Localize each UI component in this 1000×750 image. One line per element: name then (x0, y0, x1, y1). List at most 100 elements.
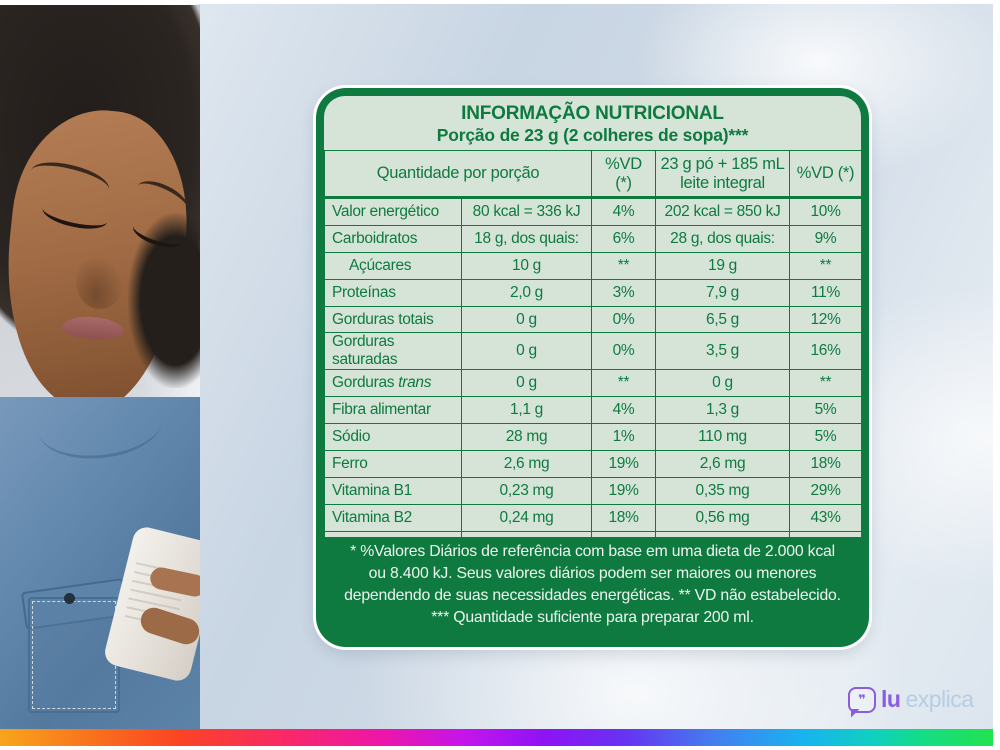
nutrient-label-cell: Proteínas (324, 278, 462, 307)
top-white-margin (196, 0, 1000, 4)
col-header-prepared-line1: 23 g pó + 185 mL (660, 155, 785, 174)
vd-prepared-cell: ** (789, 369, 861, 398)
footnote-line: *** Quantidade suficiente para preparar … (431, 609, 754, 626)
footnote: * %Valores Diários de referência com bas… (330, 541, 855, 629)
prepared-quantity-cell: 19 g (655, 251, 790, 280)
logo-text-explica: explica (905, 686, 974, 712)
quantity-per-portion-cell: 18 g, dos quais: (461, 224, 592, 253)
quantity-per-portion-cell: 10 g (461, 251, 592, 280)
table-row: Carboidratos 18 g, dos quais: 6% 28 g, d… (324, 224, 861, 253)
vd-portion-cell: 4% (591, 197, 656, 226)
prepared-quantity-cell: 28 g, dos quais: (655, 224, 790, 253)
nutrient-label-cell: Carboidratos (324, 224, 462, 253)
col-header-vd-portion: %VD (*) (591, 150, 656, 199)
quantity-per-portion-cell: 2,0 g (461, 278, 592, 307)
pocket-button (64, 593, 75, 604)
table-header-row: Quantidade por porção %VD (*) 23 g pó + … (324, 150, 861, 199)
table-subtitle: Porção de 23 g (2 colheres de sopa)*** (436, 125, 749, 145)
prepared-quantity-cell: 110 mg (655, 423, 790, 452)
nutrient-label-cell: Açúcares (324, 251, 462, 280)
vd-prepared-cell: 16% (789, 332, 861, 371)
col-header-quantity: Quantidade por porção (324, 150, 592, 199)
vd-portion-cell: 0% (591, 332, 656, 371)
vd-portion-cell: 18% (591, 530, 656, 537)
nutrition-table: Quantidade por porção %VD (*) 23 g pó + … (324, 150, 861, 537)
vd-prepared-cell: 9% (789, 224, 861, 253)
col-header-prepared: 23 g pó + 185 mL leite integral (655, 150, 790, 199)
table-row: Gorduras trans 0 g ** 0 g ** (324, 369, 861, 398)
right-white-margin (993, 0, 1000, 750)
vd-prepared-cell: 12% (789, 305, 861, 334)
vd-prepared-cell: 18% (789, 450, 861, 479)
nutrient-label-cell: Valor energético (324, 197, 462, 226)
table-heading: INFORMAÇÃO NUTRICIONAL Porção de 23 g (2… (324, 96, 861, 146)
speech-bubble-quote-icon: ❞ (848, 686, 876, 713)
vd-portion-cell: ** (591, 251, 656, 280)
vd-prepared-cell: 10% (789, 197, 861, 226)
table-row: Valor energético 80 kcal = 336 kJ 4% 202… (324, 197, 861, 226)
hair-curl-shape (128, 213, 200, 388)
quantity-per-portion-cell: 28 mg (461, 423, 592, 452)
vd-portion-cell: 4% (591, 396, 656, 425)
vd-prepared-cell: ** (789, 251, 861, 280)
lu-explica-logo: ❞ lu explica (848, 686, 974, 713)
quantity-per-portion-cell: 0,23 mg (461, 477, 592, 505)
quantity-per-portion-cell: 80 kcal = 336 kJ (461, 197, 592, 226)
quantity-per-portion-cell: 0 g (461, 332, 592, 371)
prepared-quantity-cell: 0,56 mg (655, 503, 790, 532)
vd-prepared-cell: 25% (789, 530, 861, 537)
quantity-per-portion-cell: 0 g (461, 305, 592, 334)
nutrition-facts-card: INFORMAÇÃO NUTRICIONAL Porção de 23 g (2… (316, 88, 869, 647)
vd-portion-cell: ** (591, 369, 656, 398)
col-header-vd-prepared: %VD (*) (789, 150, 861, 199)
nutrient-label-cell: Gorduras totais (324, 305, 462, 334)
vd-prepared-cell: 29% (789, 477, 861, 505)
table-title: INFORMAÇÃO NUTRICIONAL (461, 103, 724, 124)
nutrient-label-cell: Vitamina B1 (324, 477, 462, 505)
rainbow-gradient-bar (0, 729, 993, 746)
vd-portion-cell: 18% (591, 503, 656, 532)
vd-portion-cell: 1% (591, 423, 656, 452)
prepared-quantity-cell: 6,5 g (655, 305, 790, 334)
prepared-quantity-cell: 2,6 mg (655, 450, 790, 479)
quantity-per-portion-cell: 0 g (461, 369, 592, 398)
vd-prepared-cell: 5% (789, 423, 861, 452)
table-row: Gorduras saturadas 0 g 0% 3,5 g 16% (324, 332, 861, 371)
quantity-per-portion-cell: 0,24 mg (461, 530, 592, 537)
prepared-quantity-cell: 0,35 mg (655, 477, 790, 505)
nutrient-label-cell: Vitamina B2 (324, 503, 462, 532)
table-row: Gorduras totais 0 g 0% 6,5 g 12% (324, 305, 861, 334)
quote-glyph: ❞ (858, 691, 866, 707)
nutrient-label-cell: Vitamina B6 (324, 530, 462, 537)
prepared-quantity-cell: 3,5 g (655, 332, 790, 371)
table-row: Vitamina B1 0,23 mg 19% 0,35 mg 29% (324, 477, 861, 505)
quantity-per-portion-cell: 1,1 g (461, 396, 592, 425)
nutrient-label-cell: Ferro (324, 450, 462, 479)
nutrition-table-panel: INFORMAÇÃO NUTRICIONAL Porção de 23 g (2… (324, 96, 861, 537)
woman-reading-label-photo (0, 5, 200, 729)
vd-prepared-cell: 5% (789, 396, 861, 425)
footnote-line: ou 8.400 kJ. Seus valores diários podem … (368, 565, 817, 582)
col-header-prepared-line2: leite integral (680, 173, 765, 192)
nose-shadow (76, 255, 124, 309)
vd-portion-cell: 19% (591, 450, 656, 479)
nutrient-label-cell: Gorduras trans (324, 369, 462, 398)
prepared-quantity-cell: 1,3 g (655, 396, 790, 425)
vd-prepared-cell: 11% (789, 278, 861, 307)
vd-portion-cell: 0% (591, 305, 656, 334)
table-row: Fibra alimentar 1,1 g 4% 1,3 g 5% (324, 396, 861, 425)
table-row: Vitamina B2 0,24 mg 18% 0,56 mg 43% (324, 503, 861, 532)
vd-portion-cell: 6% (591, 224, 656, 253)
vd-portion-cell: 19% (591, 477, 656, 505)
quantity-per-portion-cell: 2,6 mg (461, 450, 592, 479)
nutrient-label-cell: Gorduras saturadas (324, 332, 462, 371)
prepared-quantity-cell: 0 g (655, 369, 790, 398)
vd-portion-cell: 3% (591, 278, 656, 307)
prepared-quantity-cell: 0,32 mg (655, 530, 790, 537)
nutrient-label-cell: Fibra alimentar (324, 396, 462, 425)
nutrient-label-cell: Sódio (324, 423, 462, 452)
vd-prepared-cell: 43% (789, 503, 861, 532)
footnote-line: * %Valores Diários de referência com bas… (350, 543, 835, 560)
table-row: Proteínas 2,0 g 3% 7,9 g 11% (324, 278, 861, 307)
